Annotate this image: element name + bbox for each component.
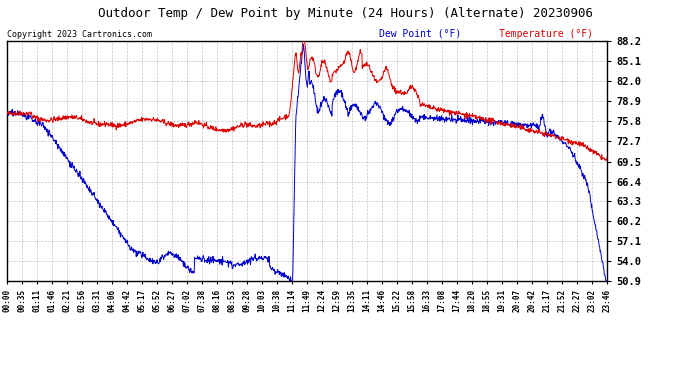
- Text: Temperature (°F): Temperature (°F): [499, 29, 593, 39]
- Text: Copyright 2023 Cartronics.com: Copyright 2023 Cartronics.com: [7, 30, 152, 39]
- Text: Outdoor Temp / Dew Point by Minute (24 Hours) (Alternate) 20230906: Outdoor Temp / Dew Point by Minute (24 H…: [97, 8, 593, 21]
- Text: Dew Point (°F): Dew Point (°F): [379, 29, 462, 39]
